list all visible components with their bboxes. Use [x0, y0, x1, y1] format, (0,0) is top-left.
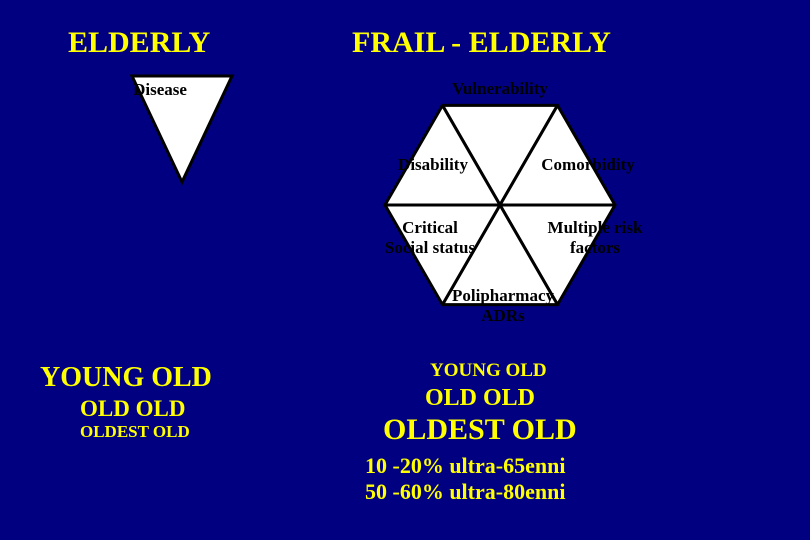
label-adrs: ADRs — [481, 306, 524, 325]
heading-elderly: ELDERLY — [68, 26, 210, 60]
label-critical-social-status: Critical Social status — [370, 218, 490, 257]
label-polipharmacy-adrs: Polipharmacy ADRs — [438, 286, 568, 325]
stat-line-2: 50 -60% ultra-80enni — [365, 479, 565, 505]
label-factors: factors — [570, 238, 620, 257]
right-young-old: YOUNG OLD — [430, 360, 547, 382]
stat-line-1: 10 -20% ultra-65enni — [365, 453, 565, 479]
left-old-old: OLD OLD — [80, 396, 185, 422]
stats-block: 10 -20% ultra-65enni 50 -60% ultra-80enn… — [365, 453, 565, 506]
label-multiple-risk-factors: Multiple risk factors — [530, 218, 660, 257]
label-comorbidity: Comorbidity — [528, 155, 648, 175]
label-critical: Critical — [402, 218, 458, 237]
right-old-old: OLD OLD — [425, 385, 535, 412]
left-oldest-old: OLDEST OLD — [80, 422, 190, 442]
label-disability: Disability — [378, 155, 488, 175]
heading-frail-elderly: FRAIL - ELDERLY — [352, 26, 611, 60]
label-vulnerability: Vulnerability — [440, 79, 560, 99]
right-oldest-old: OLDEST OLD — [383, 413, 577, 447]
label-multiple-risk: Multiple risk — [548, 218, 643, 237]
label-polipharmacy: Polipharmacy — [452, 286, 554, 305]
left-young-old: YOUNG OLD — [40, 362, 212, 394]
label-social-status: Social status — [385, 238, 475, 257]
label-disease: Disease — [105, 80, 215, 100]
